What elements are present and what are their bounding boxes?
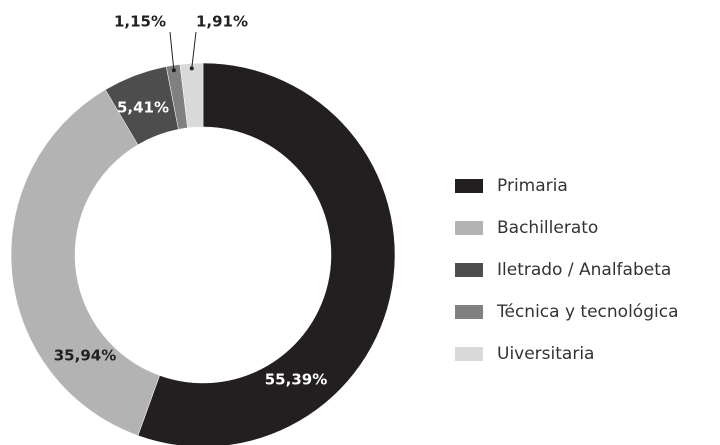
legend-label: Bachillerato: [497, 218, 598, 238]
data-label: 1,15%: [114, 13, 166, 31]
leader-line: [169, 31, 175, 71]
legend-swatch: [455, 263, 483, 277]
leader-line: [191, 31, 197, 69]
data-label: 55,39%: [265, 371, 327, 389]
legend-label: Técnica y tecnológica: [496, 302, 678, 322]
legend-label: Primaria: [497, 176, 568, 196]
legend-label: Uiversitaria: [497, 344, 594, 364]
donut-slice: [179, 62, 204, 129]
donut-slice: [137, 62, 396, 445]
leader-dot: [171, 68, 176, 73]
legend-label: Iletrado / Analfabeta: [497, 260, 671, 280]
legend-swatch: [455, 221, 483, 235]
data-label: 35,94%: [54, 347, 116, 365]
leader-dot: [189, 66, 194, 71]
legend-swatch: [455, 179, 483, 193]
data-label: 1,91%: [196, 13, 248, 31]
legend-swatch: [455, 347, 483, 361]
data-label: 5,41%: [117, 99, 169, 117]
donut-slice: [10, 89, 160, 436]
legend-swatch: [455, 305, 483, 319]
